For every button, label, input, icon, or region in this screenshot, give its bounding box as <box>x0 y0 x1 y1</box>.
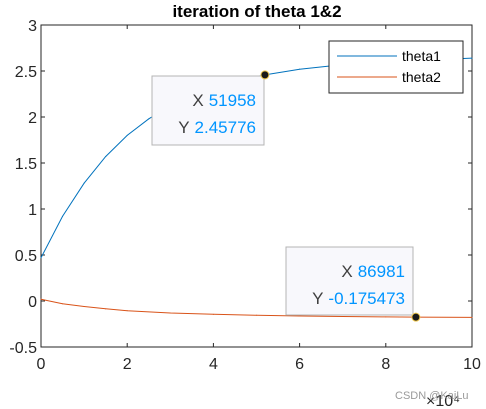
data-point-theta2 <box>126 310 128 312</box>
data-point-theta1 <box>105 156 107 158</box>
datatip-y-key: Y <box>312 289 323 308</box>
datatip-box <box>285 246 414 316</box>
datatip-box <box>151 75 265 146</box>
data-point-theta2 <box>342 316 344 318</box>
y-tick-label: 0 <box>28 294 37 311</box>
datatip-x-value: 86981 <box>358 262 405 281</box>
y-tick-label: 0.5 <box>15 248 37 265</box>
data-point-theta2 <box>83 306 85 308</box>
x-tick-label: 2 <box>123 356 132 373</box>
datatip-marker[interactable] <box>260 70 270 80</box>
datatip-y-key: Y <box>178 118 189 137</box>
y-tick-label: 2 <box>28 110 37 127</box>
data-point-theta1 <box>148 118 150 120</box>
y-tick-label: 3 <box>28 18 37 35</box>
data-point-theta1 <box>40 257 42 259</box>
y-tick-label: 1.5 <box>15 156 37 173</box>
data-point-theta2 <box>62 303 64 305</box>
data-point-theta2 <box>385 316 387 318</box>
data-point-theta2 <box>169 312 171 314</box>
legend-label-theta1: theta1 <box>402 48 441 64</box>
watermark: CSDN @KaiLu <box>395 390 469 402</box>
data-point-theta2 <box>212 313 214 315</box>
data-point-theta1 <box>471 57 473 59</box>
y-tick-label: 1 <box>28 202 37 219</box>
data-point-theta1 <box>299 68 301 70</box>
x-tick-label: 8 <box>381 356 390 373</box>
axes: 0 2 4 6 8 10-0.500.511.522.53 <box>9 18 481 373</box>
x-tick-label: 0 <box>37 356 46 373</box>
chart-title: iteration of theta 1&2 <box>172 2 341 21</box>
legend-box <box>328 40 464 94</box>
data-point-theta2 <box>40 298 42 300</box>
datatip-x-key: X <box>192 91 203 110</box>
datatip[interactable]: 86981 -0.175473 XY <box>285 246 421 322</box>
data-point-theta1 <box>62 215 64 217</box>
data-point-theta2 <box>105 308 107 310</box>
x-tick-label: 10 <box>463 356 481 373</box>
legend-label-theta2: theta2 <box>402 69 441 85</box>
datatip-x-value: 51958 <box>209 91 256 110</box>
data-point-theta2 <box>299 315 301 317</box>
datatip-marker[interactable] <box>411 312 421 322</box>
x-tick-label: 6 <box>295 356 304 373</box>
x-tick-label: 4 <box>209 356 218 373</box>
datatip-y-value: -0.175473 <box>328 289 405 308</box>
y-tick-label: 2.5 <box>15 64 37 81</box>
datatip[interactable]: 51958 2.45776 XY <box>151 70 270 146</box>
data-point-theta1 <box>126 134 128 136</box>
datatip-y-value: 2.45776 <box>195 118 256 137</box>
plot-frame <box>40 24 473 348</box>
y-tick-label: -0.5 <box>9 340 37 357</box>
x-exponent-label: ×10⁴ <box>426 393 460 409</box>
legend[interactable]: theta1 theta2 <box>328 40 464 94</box>
data-point-theta2 <box>256 314 257 316</box>
data-point-theta2 <box>471 316 473 318</box>
datatip-x-key: X <box>341 262 352 281</box>
data-point-theta1 <box>83 182 85 184</box>
